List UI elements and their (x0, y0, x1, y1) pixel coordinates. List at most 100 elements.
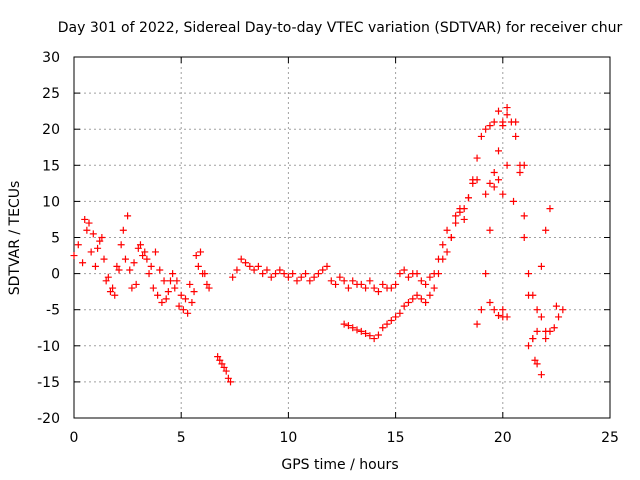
data-point (250, 266, 258, 274)
data-point (156, 266, 164, 274)
x-tick-label: 10 (279, 430, 297, 446)
data-point (503, 313, 511, 321)
data-point (490, 306, 498, 314)
data-point (179, 306, 187, 314)
data-point (443, 248, 451, 256)
data-point (121, 255, 129, 263)
data-point (96, 237, 104, 245)
data-point (297, 273, 305, 281)
y-tick-label: 10 (42, 194, 60, 210)
y-tick-label: 0 (51, 267, 60, 283)
data-point (473, 320, 481, 328)
data-point (115, 266, 123, 274)
data-point (520, 161, 528, 169)
data-point (499, 306, 507, 314)
data-point (192, 252, 200, 260)
data-point (237, 255, 245, 263)
data-point (124, 212, 132, 220)
data-point (94, 244, 102, 252)
data-point (220, 363, 228, 371)
data-point (529, 335, 537, 343)
data-point (104, 273, 112, 281)
data-point (216, 356, 224, 364)
data-point (154, 291, 162, 299)
data-point (542, 226, 550, 234)
data-point (323, 262, 331, 270)
data-point (477, 132, 485, 140)
y-tick-label: 30 (42, 50, 60, 66)
data-point (503, 104, 511, 112)
data-point (469, 179, 477, 187)
data-point (284, 273, 292, 281)
x-tick-labels: 0 5 10 15 20 25 (70, 430, 619, 446)
data-point (109, 284, 117, 292)
data-point (340, 277, 348, 285)
data-point (111, 291, 119, 299)
data-point (353, 326, 361, 334)
data-point (327, 277, 335, 285)
data-point (422, 298, 430, 306)
data-point (87, 248, 95, 256)
data-point (387, 284, 395, 292)
data-point (254, 262, 262, 270)
data-point (417, 277, 425, 285)
data-point (443, 226, 451, 234)
data-point (98, 234, 106, 241)
data-point (89, 230, 97, 238)
data-point (464, 194, 472, 202)
data-point (374, 288, 382, 296)
data-point (160, 277, 168, 285)
y-tick-label: 15 (42, 158, 60, 174)
data-point (169, 270, 177, 278)
data-point (379, 280, 387, 288)
data-point (490, 169, 498, 177)
data-point (559, 306, 567, 314)
data-point (477, 306, 485, 314)
data-point (306, 277, 314, 285)
data-point (516, 169, 524, 177)
data-point (482, 125, 490, 133)
y-tick-label: -5 (46, 303, 60, 319)
data-point (452, 219, 460, 227)
data-point (222, 367, 230, 375)
data-point (314, 270, 322, 278)
data-point (512, 132, 520, 140)
data-point (413, 270, 421, 278)
data-point (370, 335, 378, 343)
data-point (486, 226, 494, 234)
data-point (520, 234, 528, 241)
tick-marks (73, 56, 611, 419)
data-point (503, 161, 511, 169)
data-point (400, 302, 408, 310)
data-point (525, 291, 533, 299)
data-point (486, 122, 494, 130)
data-point (196, 248, 204, 256)
data-point (542, 327, 550, 335)
data-point (344, 284, 352, 292)
data-point (495, 107, 503, 115)
data-point (145, 270, 153, 278)
data-point (276, 266, 284, 274)
data-point (537, 262, 545, 270)
data-point (224, 374, 232, 382)
data-point (143, 255, 151, 263)
data-point (166, 277, 174, 285)
data-point (379, 324, 387, 332)
data-point (552, 302, 560, 310)
data-point (357, 327, 365, 335)
data-point (512, 118, 520, 126)
data-point (70, 252, 78, 260)
data-point (302, 270, 310, 278)
data-point (396, 309, 404, 317)
data-point (344, 322, 352, 330)
data-point (531, 356, 539, 364)
x-tick-label: 15 (387, 430, 405, 446)
data-point (340, 320, 348, 328)
data-point (218, 360, 226, 368)
data-point (106, 288, 114, 296)
data-point (186, 280, 194, 288)
data-point (188, 298, 196, 306)
data-point (164, 288, 172, 296)
data-point (525, 342, 533, 350)
data-point (126, 266, 134, 274)
